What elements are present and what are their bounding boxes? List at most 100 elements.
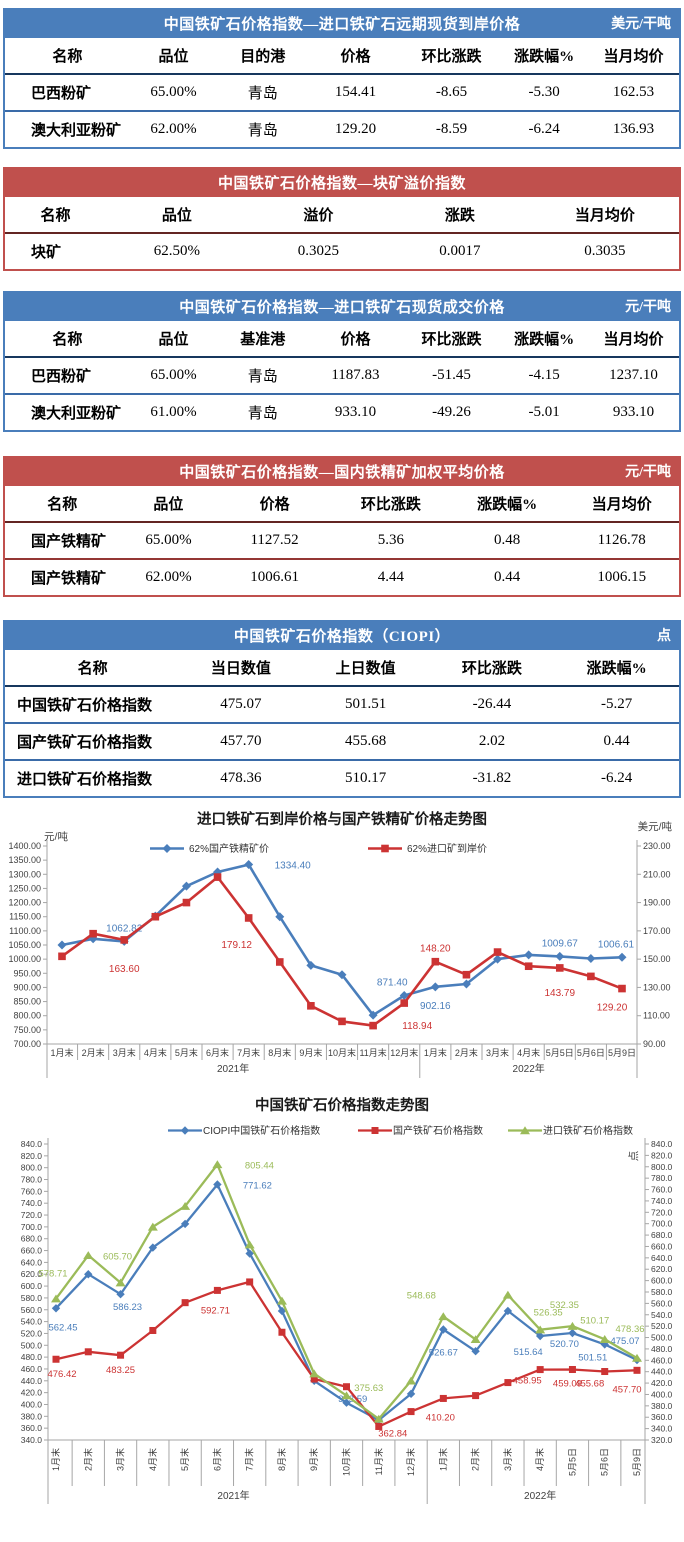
y-tick-label: 190.00 [643,898,671,908]
table-row: 进口铁矿石价格指数 478.36 510.17 -31.82 -6.24 [5,760,679,796]
y-tick-label: 700.00 [13,1039,41,1049]
data-label: 532.35 [550,1300,579,1311]
y-tick-label: 360.0 [21,1423,43,1433]
column-header: 基准港 [217,321,309,358]
data-label: 771.62 [243,1180,272,1191]
y-tick-label: 380.0 [651,1401,673,1411]
x-tick-label: 4月末 [517,1047,540,1058]
x-tick-label: 5月5日 [546,1048,574,1058]
y-tick-label: 700.0 [21,1222,43,1232]
cell: 62.50% [153,243,200,259]
x-group-label: 2022年 [513,1062,545,1075]
column-header: 当月均价 [587,321,679,358]
legend: 62%国产铁精矿价 62%进口矿到岸价 [150,842,487,855]
table-row: 澳大利亚粉矿 61.00% 青岛 933.10 -49.26 -5.01 933.10 [5,394,679,430]
y-tick-label: 560.0 [21,1305,43,1315]
x-tick-label: 5月6日 [577,1048,605,1058]
data-table: 名称 品位 基准港 价格 环比涨跌 涨跌幅% 当月均价 巴西粉矿 65.00% 青岛 1187.83… [5,321,679,430]
y-tick-label: 400.0 [651,1389,673,1399]
column-header: 涨跌 [389,197,531,234]
row-name: 巴西粉矿 [5,74,130,112]
legend-label: 62%国产铁精矿价 [189,842,269,855]
cell: 65.00% [129,74,218,112]
table-ciopi-index: 中国铁矿石价格指数（CIOPI） 点 名称 当日数值 上日数值 环比涨跌 涨跌幅% 中国铁… [3,620,681,798]
cell: 478.36 [220,770,262,786]
y-tick-label: 840.0 [21,1139,43,1149]
y-tick-label: 110.00 [643,1011,670,1021]
table-row: 国产铁精矿 62.00% 1006.61 4.44 0.44 1006.15 [5,559,679,595]
column-header: 价格 [308,38,403,75]
data-label: 515.64 [514,1347,543,1358]
data-label: 163.60 [109,964,140,975]
data-label: 1006.61 [598,939,635,950]
column-header: 价格 [308,321,403,358]
x-tick-label: 5月末 [175,1047,198,1058]
y-tick-label: 1000.00 [8,954,41,964]
cell: 0.48 [449,522,565,560]
data-table: 名称 品位 目的港 价格 环比涨跌 涨跌幅% 当月均价 巴西粉矿 65.00% 青岛 154.41-… [5,38,679,147]
column-header: 品位 [129,321,218,358]
data-label: 1334.40 [275,861,312,872]
y-tick-label: 1100.00 [9,926,41,936]
data-table: 名称 品位 溢价 涨跌 当月均价 块矿 62.50% 0.3025 0.0017 0.3035 [5,197,679,269]
x-tick-label: 6月末 [206,1047,229,1058]
data-label: 1062.82 [106,923,143,934]
data-label: 510.17 [580,1315,609,1326]
cell: 933.10 [612,404,655,420]
x-tick-label: 1月末 [50,1448,61,1471]
cell: 青岛 [247,406,278,422]
table-row: 国产铁精矿 65.00% 1127.52 5.36 0.48 1126.78 [5,522,679,560]
header-row: 名称 品位 目的港 价格 环比涨跌 涨跌幅% 当月均价 [5,38,679,75]
data-label: 520.70 [550,1339,579,1350]
y-tick-label: 540.0 [21,1317,43,1327]
y-tick-label: 640.0 [21,1257,43,1267]
x-group-label: 2021年 [217,1489,249,1502]
x-tick-label: 2月末 [82,1047,105,1058]
y-tick-label: 170.00 [643,926,671,936]
cell: 162.53 [587,74,679,112]
y-tick-label: 780.0 [651,1173,673,1183]
cell: -49.26 [432,404,471,420]
cell: 1127.52 [217,522,332,560]
y-tick-label: 560.0 [651,1298,673,1308]
y-tick-label: 720.0 [21,1210,43,1220]
page: { "tables": [ { "theme": "blue", "title"… [0,8,684,1532]
column-header: 当日数值 [180,650,302,687]
x-tick-label: 9月末 [308,1448,319,1471]
x-tick-label: 5月5日 [567,1448,577,1476]
table-unit: 元/干吨 [625,465,671,480]
data-label: 605.70 [103,1252,132,1263]
column-header: 环比涨跌 [429,650,555,687]
series-line [60,863,624,1017]
y-tick-label: 500.0 [651,1333,673,1343]
y-tick-label: 340.0 [651,1424,673,1434]
y-tick-label: 740.0 [651,1196,673,1206]
table-row: 澳大利亚粉矿 62.00% 青岛 129.20 -8.59 -6.24 136.93 [5,111,679,147]
y-tick-label: 900.00 [13,982,41,992]
cell: 510.17 [344,770,387,786]
y-tick-label: 800.0 [21,1163,43,1173]
y-tick-label: 640.0 [651,1253,673,1263]
data-label: 578.71 [38,1269,67,1280]
chart-import-vs-domestic-trend: 进口铁矿石到岸价格与国产铁精矿价格走势图 元/吨 美元/吨 1400.00 1350.0… [0,804,684,1080]
cell: 62.00% [145,569,192,585]
cell: -51.45 [402,357,501,395]
column-header: 当月均价 [564,486,679,523]
column-header: 涨跌幅% [449,486,565,523]
table-row: 巴西粉矿 65.00% 青岛 1187.83 -51.45 -4.15 1237.10 [5,357,679,395]
y-tick-label: 800.0 [651,1162,673,1172]
line-chart-svg: 中国铁矿石价格指数走势图点840.0820.0800.0780.0760.074… [21,1096,673,1504]
cell: 0.3035 [584,243,626,259]
column-header: 涨跌幅% [500,321,588,358]
y-tick-label: 150.00 [643,954,671,964]
x-tick-label: 2月末 [470,1448,481,1471]
cell: 1237.10 [587,357,679,395]
x-tick-label: 12月末 [405,1448,416,1476]
cell: 青岛 [247,123,278,139]
column-header: 品位 [106,197,248,234]
data-table: 名称 当日数值 上日数值 环比涨跌 涨跌幅% 中国铁矿石价格指数 475.07 501.51-… [5,650,679,796]
y-tick-label: 580.0 [651,1287,673,1297]
column-header: 目的港 [217,38,309,75]
data-label: 526.67 [429,1347,458,1358]
column-header: 名称 [5,197,107,234]
